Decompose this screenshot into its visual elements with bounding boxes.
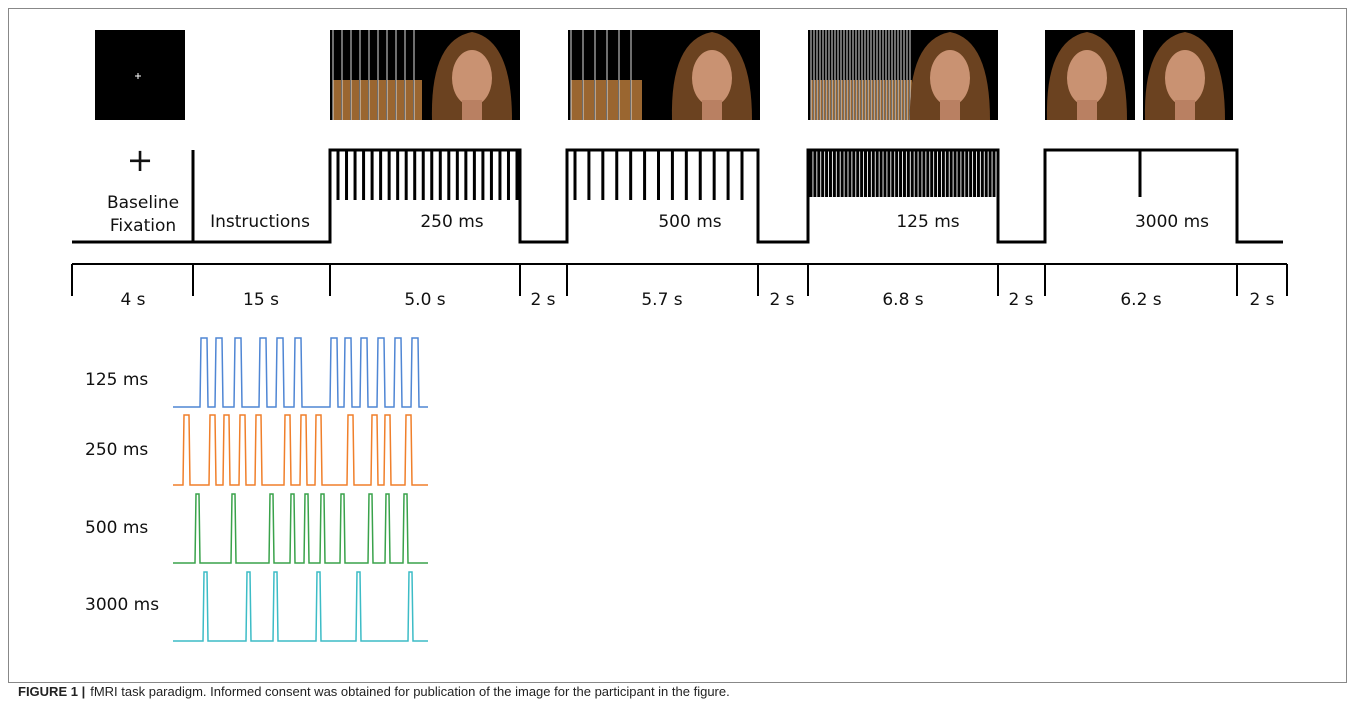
face-skin [452, 50, 492, 106]
train-label: 125 ms [85, 370, 148, 390]
baseline-label: Baseline [107, 193, 179, 213]
duration-label: 5.0 s [404, 290, 445, 310]
face-skin [930, 50, 970, 106]
face-skin [1067, 50, 1107, 106]
face-neck [462, 100, 482, 120]
block-label: 3000 ms [1135, 212, 1209, 232]
face-strip-hair [360, 80, 368, 120]
duration-label: 2 s [530, 290, 555, 310]
caption: FIGURE 1 | fMRI task paradigm. Informed c… [18, 684, 730, 699]
duration-label: 5.7 s [641, 290, 682, 310]
figure: + Baseline Fixation Instructions 250 ms … [0, 0, 1355, 704]
face-strip-hair [619, 80, 630, 120]
face-strip-hair [387, 80, 395, 120]
train-label: 250 ms [85, 440, 148, 460]
block-label: Instructions [210, 212, 310, 232]
fixation-image [95, 30, 185, 120]
pulse-train [173, 494, 428, 563]
baseline-label: Fixation [110, 216, 176, 236]
face-neck [940, 100, 960, 120]
face-strip-hair [595, 80, 606, 120]
face-strip-hair [414, 80, 422, 120]
train-label: 500 ms [85, 518, 148, 538]
fixation-symbol: + [127, 141, 154, 179]
duration-label: 4 s [120, 290, 145, 310]
pulse-train [173, 338, 428, 407]
duration-label: 6.2 s [1120, 290, 1161, 310]
face-strip-hair [396, 80, 404, 120]
duration-label: 2 s [1008, 290, 1033, 310]
duration-label: 15 s [243, 290, 279, 310]
face-neck [1175, 100, 1195, 120]
stimulus-images [95, 30, 1233, 120]
face-strip-hair [378, 80, 386, 120]
pulse-train [173, 415, 428, 485]
face-strip-hair [333, 80, 341, 120]
face-strip-hair [342, 80, 350, 120]
face-strip-hair [369, 80, 377, 120]
face-neck [1077, 100, 1097, 120]
duration-label: 2 s [1249, 290, 1274, 310]
pulse-train [173, 572, 428, 641]
face-strip-hair [583, 80, 594, 120]
pulse-trains: 125 ms 250 ms 500 ms 3000 ms [85, 338, 428, 641]
train-label: 3000 ms [85, 595, 159, 615]
face-skin [692, 50, 732, 106]
caption-label: FIGURE 1 | [18, 684, 85, 699]
face-strip-hair [351, 80, 359, 120]
block-label: 250 ms [420, 212, 483, 232]
caption-text: fMRI task paradigm. Informed consent was… [90, 684, 730, 699]
duration-label: 6.8 s [882, 290, 923, 310]
face-strip-hair [607, 80, 618, 120]
block-label: 500 ms [658, 212, 721, 232]
block-label: 125 ms [896, 212, 959, 232]
duration-label: 2 s [769, 290, 794, 310]
duration-labels: 4 s 15 s 5.0 s 2 s 5.7 s 2 s 6.8 s 2 s 6.2 s 2 s [120, 290, 1274, 310]
face-strip-hair [405, 80, 413, 120]
face-skin [1165, 50, 1205, 106]
face-strip-hair [631, 80, 642, 120]
face-strip-hair [571, 80, 582, 120]
face-neck [702, 100, 722, 120]
